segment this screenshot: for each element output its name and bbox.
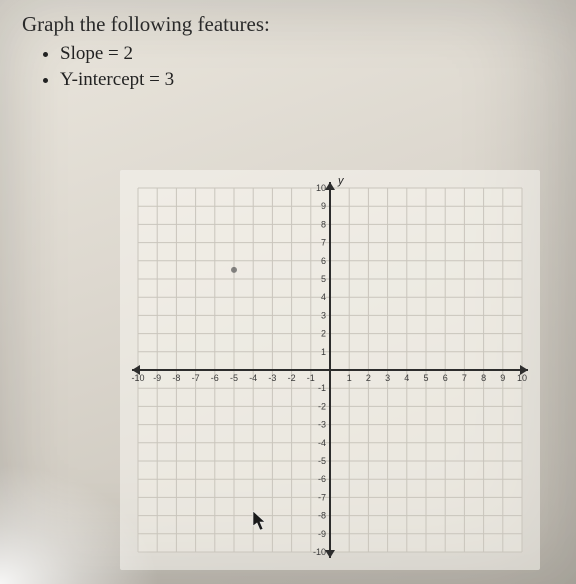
svg-text:1: 1 <box>347 373 352 383</box>
svg-text:10: 10 <box>517 373 527 383</box>
svg-text:10: 10 <box>316 183 326 193</box>
prompt-block: Graph the following features: Slope = 2 … <box>22 12 270 92</box>
svg-text:-3: -3 <box>268 373 276 383</box>
svg-text:-6: -6 <box>318 474 326 484</box>
svg-text:-5: -5 <box>230 373 238 383</box>
svg-text:-9: -9 <box>318 529 326 539</box>
coordinate-grid[interactable]: y -10 -9 -8 -7 -6 -5 -4 -3 -2 -1 1 2 3 4 5 6 7 8 9 10 10 9 8 7 6 5… <box>120 170 540 570</box>
svg-text:5: 5 <box>321 274 326 284</box>
svg-text:-2: -2 <box>288 373 296 383</box>
svg-text:3: 3 <box>321 310 326 320</box>
svg-text:-7: -7 <box>318 492 326 502</box>
svg-text:y: y <box>337 175 345 187</box>
svg-text:-10: -10 <box>131 373 144 383</box>
svg-text:1: 1 <box>321 347 326 357</box>
bullet-slope: Slope = 2 <box>60 41 270 67</box>
svg-text:6: 6 <box>443 373 448 383</box>
svg-text:-10: -10 <box>313 547 326 557</box>
svg-text:-7: -7 <box>192 373 200 383</box>
svg-text:9: 9 <box>500 373 505 383</box>
svg-text:-6: -6 <box>211 373 219 383</box>
prompt-title: Graph the following features: <box>22 12 270 37</box>
svg-text:7: 7 <box>462 373 467 383</box>
svg-text:8: 8 <box>321 219 326 229</box>
svg-text:-8: -8 <box>318 511 326 521</box>
svg-text:-9: -9 <box>153 373 161 383</box>
svg-text:-5: -5 <box>318 456 326 466</box>
svg-text:3: 3 <box>385 373 390 383</box>
svg-text:6: 6 <box>321 256 326 266</box>
svg-text:-3: -3 <box>318 420 326 430</box>
svg-text:-1: -1 <box>318 383 326 393</box>
svg-text:7: 7 <box>321 238 326 248</box>
worksheet-page: Graph the following features: Slope = 2 … <box>0 0 576 584</box>
svg-text:5: 5 <box>423 373 428 383</box>
grid-svg: y -10 -9 -8 -7 -6 -5 -4 -3 -2 -1 1 2 3 4 5 6 7 8 9 10 10 9 8 7 6 5… <box>120 170 540 570</box>
bullet-yintercept: Y-intercept = 3 <box>60 67 270 93</box>
svg-text:4: 4 <box>404 373 409 383</box>
svg-text:8: 8 <box>481 373 486 383</box>
svg-text:-2: -2 <box>318 401 326 411</box>
svg-text:-1: -1 <box>307 373 315 383</box>
svg-text:-4: -4 <box>249 373 257 383</box>
svg-text:-8: -8 <box>172 373 180 383</box>
svg-text:2: 2 <box>321 329 326 339</box>
svg-text:9: 9 <box>321 201 326 211</box>
svg-text:-4: -4 <box>318 438 326 448</box>
svg-text:4: 4 <box>321 292 326 302</box>
svg-text:2: 2 <box>366 373 371 383</box>
prompt-list: Slope = 2 Y-intercept = 3 <box>60 41 270 92</box>
